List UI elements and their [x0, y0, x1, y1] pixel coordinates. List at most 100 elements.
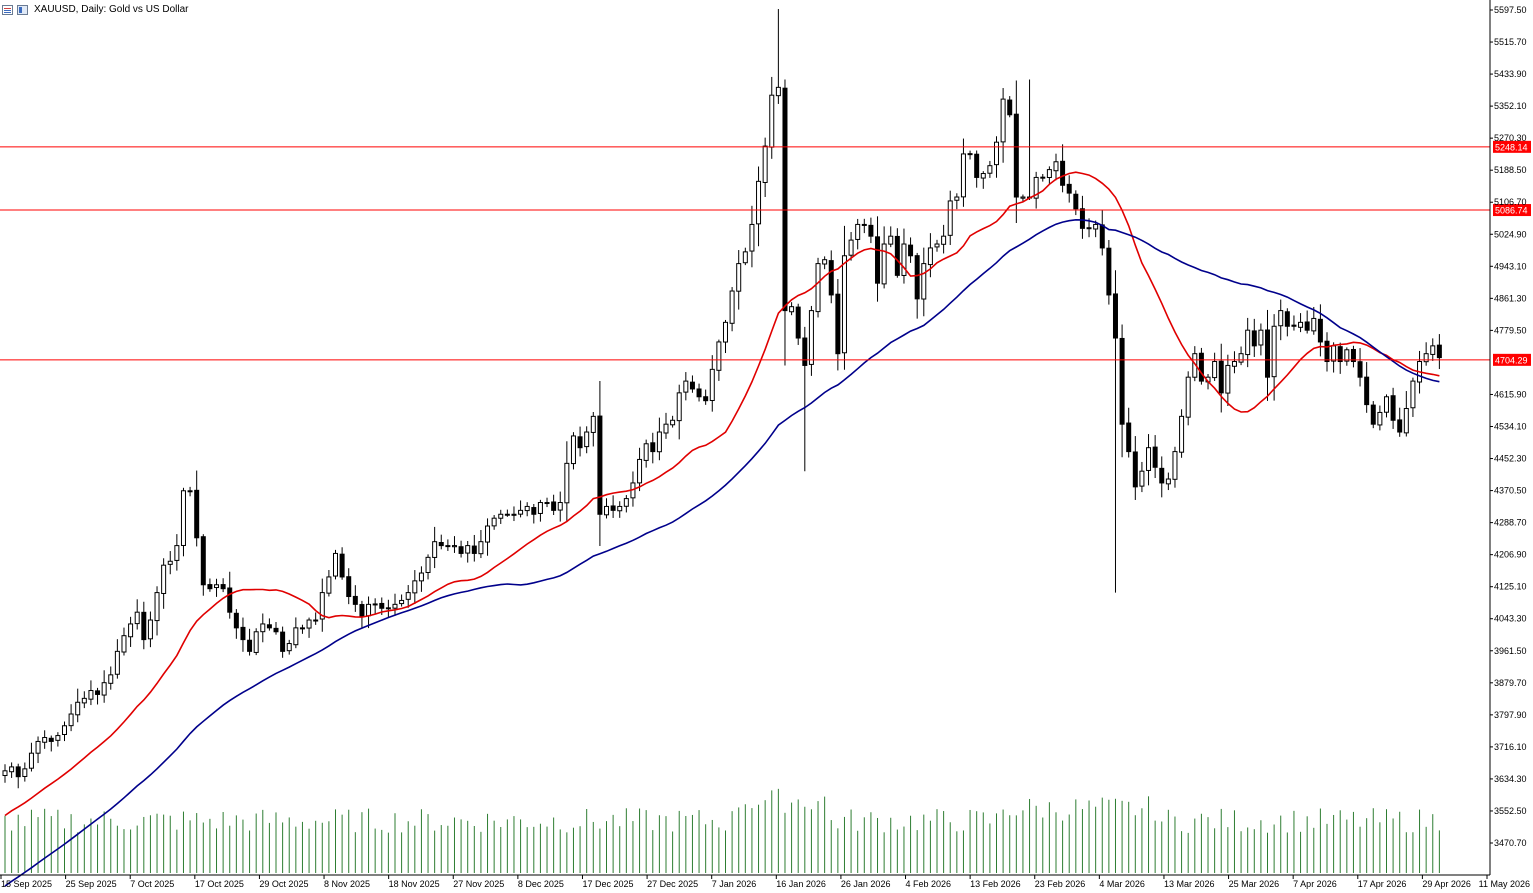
candle — [544, 497, 550, 508]
candle — [1033, 171, 1039, 209]
x-tick-label: 23 Feb 2026 — [1035, 879, 1086, 889]
candle — [875, 216, 881, 302]
candle — [663, 412, 669, 439]
candle — [1172, 446, 1178, 488]
candle — [412, 570, 418, 605]
candle — [1126, 407, 1132, 458]
candle — [1298, 313, 1304, 333]
candle — [1383, 394, 1389, 418]
candle — [299, 624, 305, 634]
candle — [22, 762, 28, 782]
candle — [1225, 354, 1231, 407]
candle — [1284, 308, 1290, 337]
candle — [418, 566, 424, 592]
candle — [227, 571, 233, 619]
candle — [1397, 407, 1403, 437]
candle — [617, 501, 623, 518]
candle — [974, 150, 980, 188]
candle — [399, 594, 405, 607]
horizontal-level-label: 5248.14 — [1493, 140, 1531, 153]
candle — [1370, 401, 1376, 429]
candle — [293, 617, 299, 649]
candle — [141, 601, 147, 650]
candle — [564, 441, 570, 522]
candle — [266, 618, 272, 631]
candle — [1357, 348, 1363, 387]
time-axis: 15 Sep 2025 25 Sep 2025 7 Oct 2025 17 Oct 2… — [0, 874, 1530, 889]
candle — [359, 600, 365, 629]
horizontal-level-label: 5086.74 — [1493, 204, 1531, 217]
moving-averages — [4, 171, 1440, 887]
y-tick-label: 5024.90 — [1494, 229, 1527, 239]
candle — [623, 495, 629, 513]
y-tick-label: 5352.10 — [1494, 101, 1527, 111]
candle — [1139, 461, 1145, 493]
chart-title: XAUUSD, Daily: Gold vs US Dollar — [34, 4, 189, 15]
candle — [1403, 391, 1409, 437]
candle — [187, 486, 193, 497]
y-tick-label: 5433.90 — [1494, 69, 1527, 79]
candle — [207, 578, 213, 592]
candle — [108, 666, 114, 690]
y-tick-label: 5188.50 — [1494, 165, 1527, 175]
candle — [1013, 80, 1019, 223]
candle — [1350, 345, 1356, 368]
candle — [1152, 435, 1158, 479]
candle — [908, 237, 914, 263]
candle — [1165, 472, 1171, 491]
candle — [9, 762, 15, 778]
candle — [42, 730, 48, 749]
candle — [980, 171, 986, 189]
x-tick-label: 15 Sep 2025 — [1, 879, 52, 889]
candle — [1337, 342, 1343, 374]
candle — [1060, 144, 1066, 193]
candle — [828, 250, 834, 304]
candle — [15, 763, 21, 789]
candle — [194, 470, 200, 547]
level-value-text: 4704.29 — [1495, 355, 1528, 365]
candle — [1212, 352, 1218, 381]
candle — [1410, 377, 1416, 417]
candle — [68, 704, 74, 732]
candle — [101, 670, 107, 703]
candle — [1238, 346, 1244, 366]
candle — [524, 502, 530, 517]
candle — [180, 487, 186, 557]
candle — [841, 225, 847, 370]
y-tick-label: 4125.10 — [1494, 582, 1527, 592]
y-tick-label: 4861.30 — [1494, 293, 1527, 303]
candle — [61, 721, 67, 742]
horizontal-level-label: 4704.29 — [1493, 353, 1531, 366]
candle — [134, 599, 140, 630]
candle — [372, 598, 378, 614]
candle — [511, 506, 517, 522]
menu-icon[interactable] — [2, 4, 13, 15]
candle — [670, 415, 676, 428]
window-icon[interactable] — [17, 4, 28, 15]
candle — [161, 558, 167, 609]
candle — [95, 687, 101, 705]
candle — [1390, 387, 1396, 429]
candle — [610, 495, 616, 518]
candle — [881, 226, 887, 289]
candle — [55, 732, 61, 747]
y-tick-label: 3961.50 — [1494, 646, 1527, 656]
candle — [815, 257, 821, 318]
x-tick-label: 18 Nov 2025 — [389, 879, 440, 889]
candle — [465, 541, 471, 563]
x-tick-label: 7 Jan 2026 — [712, 879, 757, 889]
candle — [174, 534, 180, 571]
candle — [114, 639, 120, 679]
y-tick-label: 5106.70 — [1494, 197, 1527, 207]
candle — [557, 491, 563, 522]
candle — [1344, 347, 1350, 366]
candle — [960, 138, 966, 207]
candle — [696, 383, 702, 402]
y-tick-label: 4534.10 — [1494, 422, 1527, 432]
candle — [504, 509, 510, 517]
candle — [128, 616, 134, 647]
candle — [656, 417, 662, 461]
y-tick-label: 4206.90 — [1494, 550, 1527, 560]
candle — [214, 578, 220, 597]
